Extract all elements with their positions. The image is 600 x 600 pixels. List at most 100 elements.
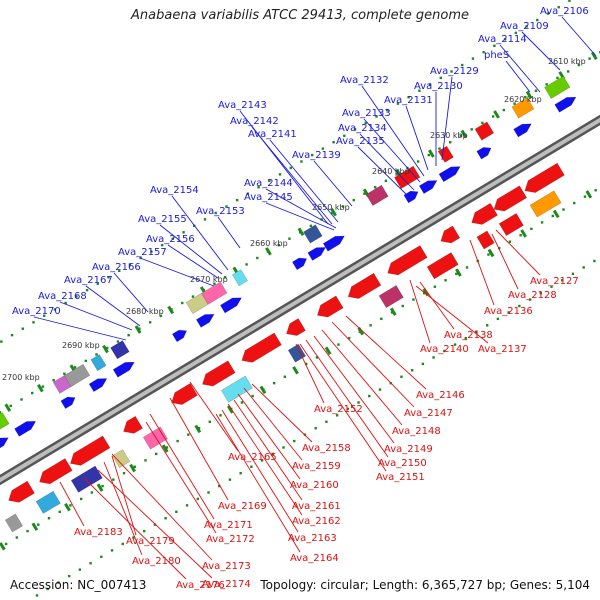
gene-label-top: Ava_2156 [146, 234, 195, 245]
forward-gene [438, 166, 461, 183]
label-leader-line [221, 409, 299, 533]
tick-dot [78, 568, 82, 571]
tick-mark [493, 110, 500, 119]
tick-dot [470, 128, 473, 131]
label-leader-line [97, 469, 213, 579]
label-leader-line [409, 279, 431, 344]
tick-dot [566, 70, 570, 73]
tick-dot [15, 536, 19, 539]
colored-gene [35, 490, 61, 514]
tick-dot [133, 465, 136, 468]
tick-mark [585, 190, 593, 199]
colored-gene [529, 190, 562, 218]
gene-label-bottom: Ava_2150 [378, 458, 427, 469]
label-leader-line [361, 85, 425, 177]
forward-gene [476, 147, 492, 160]
tick-dot [118, 269, 121, 273]
label-leader-line [217, 216, 241, 249]
tick-dot [497, 246, 501, 250]
label-leader-line [491, 233, 519, 290]
tick-dot [283, 375, 287, 378]
tick-dot [10, 333, 14, 337]
tick-dot [251, 394, 254, 398]
gene-label-bottom: Ava_2159 [292, 461, 341, 472]
tick-dot [482, 50, 485, 54]
tick-dot [213, 282, 216, 285]
tick-dot [245, 263, 248, 266]
label-leader-line [265, 202, 335, 231]
tick-dot [69, 504, 72, 507]
tick-dot [496, 317, 500, 321]
label-leader-line [415, 285, 489, 344]
colored-gene-shape [70, 465, 103, 493]
label-leader-line [103, 461, 143, 556]
reverse-gene-shape [286, 318, 306, 336]
forward-gene-shape [403, 190, 419, 204]
tick-dot [546, 12, 550, 15]
tick-dot [412, 298, 415, 301]
forward-gene-shape [14, 420, 37, 437]
tick-dot [95, 353, 98, 356]
tick-dot [374, 186, 377, 189]
tick-dot [343, 134, 346, 137]
colored-gene-shape [63, 363, 91, 388]
forward-gene-shape [307, 247, 326, 261]
reverse-gene [347, 272, 382, 299]
label-leader-line [145, 421, 217, 534]
tick-dot [539, 291, 542, 295]
tick-dot [346, 407, 350, 411]
tick-dot [122, 472, 126, 475]
gene-label-bottom: Ava_2179 [126, 536, 175, 547]
label-leader-line [233, 399, 303, 501]
gene-label-top: Ava_2142 [230, 116, 279, 127]
tick-dot [219, 414, 222, 417]
tick-dot [144, 459, 147, 462]
label-leader-line [299, 343, 387, 472]
label-leader-line [561, 16, 597, 57]
gene-label-bottom: Ava_2138 [444, 330, 493, 341]
tick-dot [63, 372, 66, 375]
tick-dot [260, 459, 264, 462]
tick-dot [47, 517, 51, 520]
forward-gene [322, 235, 345, 252]
tick-dot [187, 433, 190, 436]
tick-dot [218, 484, 221, 488]
gene-label-top: Ava_2114 [478, 34, 527, 45]
tick-dot [182, 231, 185, 234]
tick-dot [378, 388, 382, 391]
reverse-gene-shape [70, 435, 111, 466]
label-leader-line [313, 160, 353, 207]
tick-dot [386, 108, 389, 112]
kbp-tick-label: 2690 kbp [62, 341, 100, 350]
tick-dot [450, 70, 453, 73]
gene-label-top: Ava_2166 [92, 262, 141, 273]
forward-gene [171, 329, 188, 343]
label-leader-line [251, 383, 313, 443]
topology-text: Topology: circular; Length: 6,365,727 bp… [260, 578, 590, 592]
colored-gene-shape [498, 213, 524, 237]
tick-dot [337, 343, 340, 346]
forward-gene-shape [88, 378, 108, 393]
tick-mark [552, 209, 560, 219]
gene-label-top: Ava_2106 [540, 6, 589, 17]
tick-dot [557, 5, 560, 9]
tick-dot [568, 0, 571, 2]
colored-gene [4, 513, 24, 533]
gene-label-bottom: Ava_2151 [376, 472, 425, 483]
forward-gene-shape [438, 166, 461, 183]
tick-dot [485, 324, 489, 327]
gene-label-bottom: Ava_2169 [218, 501, 267, 512]
forward-gene [513, 123, 532, 138]
tick-dot [561, 279, 564, 282]
tick-dot [321, 147, 325, 150]
tick-dot [246, 192, 250, 195]
tick-dot [142, 529, 146, 533]
reverse-gene [471, 202, 498, 225]
tick-dot [352, 198, 355, 202]
tick-mark [102, 344, 109, 354]
label-leader-line [239, 110, 329, 225]
forward-gene-shape [195, 313, 215, 328]
colored-gene-shape [544, 75, 571, 99]
label-leader-line [419, 281, 455, 330]
reverse-gene-shape [123, 415, 143, 434]
